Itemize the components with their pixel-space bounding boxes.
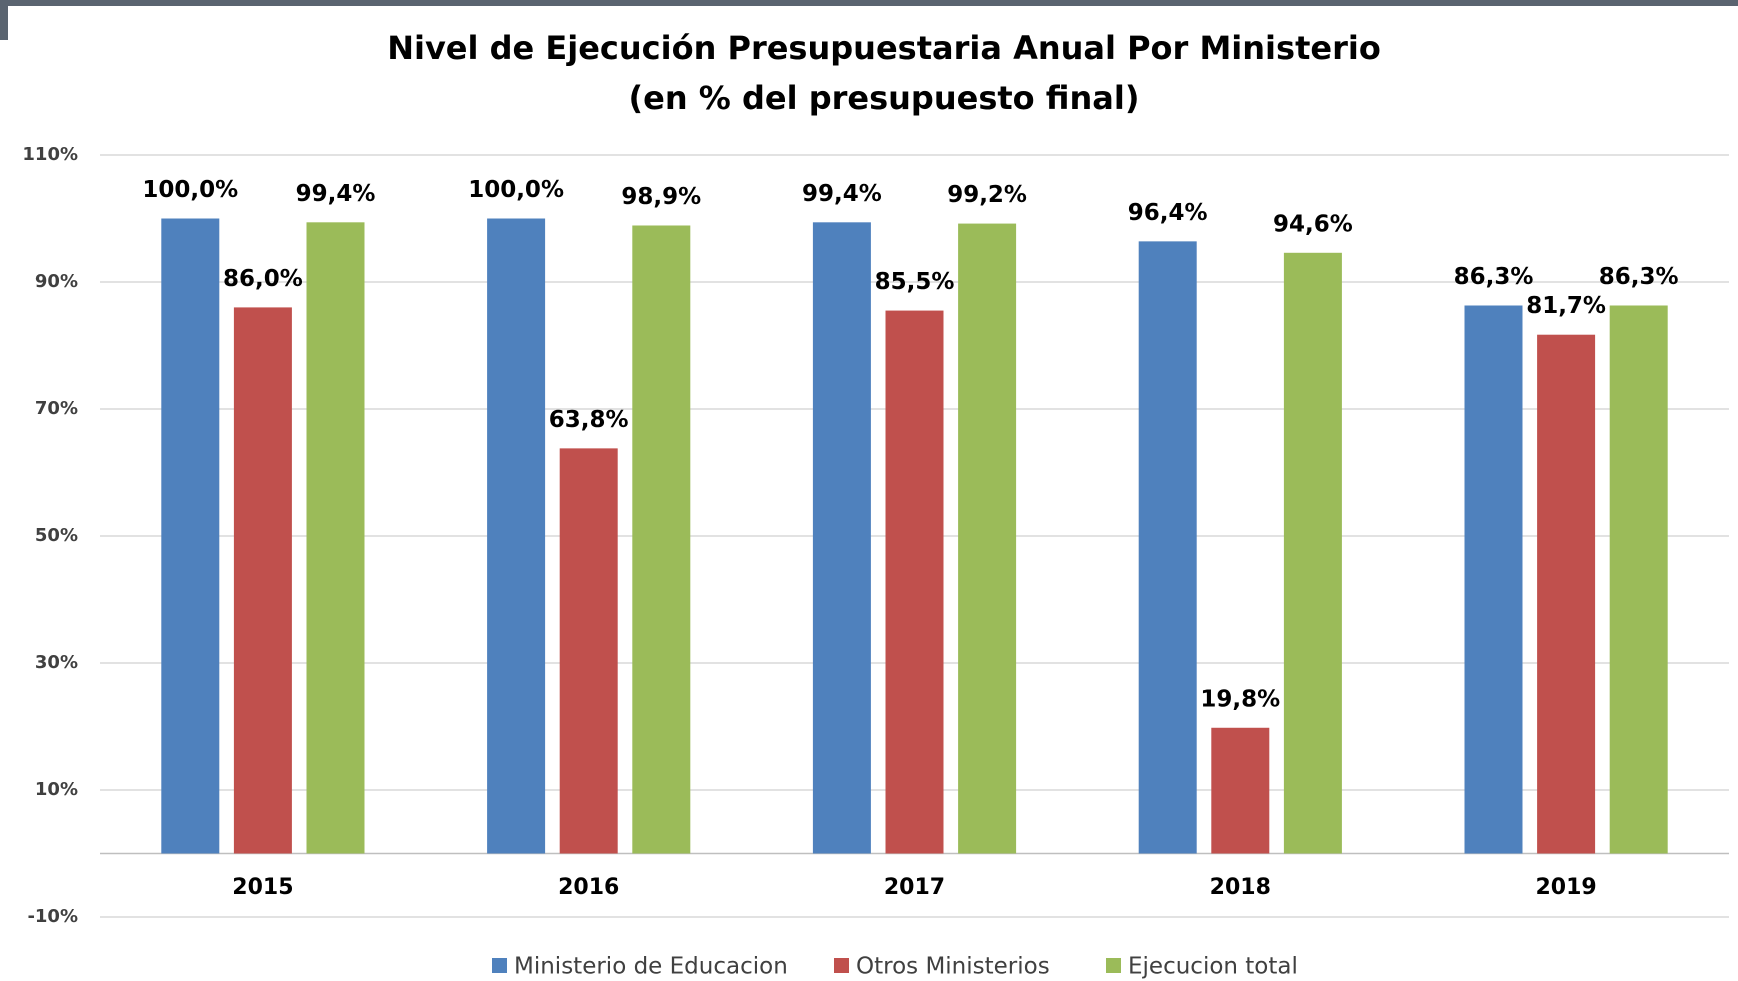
legend-label: Ejecucion total: [1128, 954, 1298, 980]
value-label: 99,4%: [802, 181, 882, 207]
value-label: 99,2%: [947, 182, 1027, 208]
chart-title: Nivel de Ejecución Presupuestaria Anual …: [387, 29, 1381, 67]
value-label: 100,0%: [142, 177, 238, 203]
value-label: 94,6%: [1273, 211, 1353, 237]
bar: [1138, 241, 1197, 854]
y-tick-label: 70%: [35, 398, 78, 419]
y-tick-label: 10%: [35, 779, 78, 800]
x-tick-label: 2019: [1535, 875, 1596, 900]
bar: [958, 223, 1017, 854]
y-tick-label: -10%: [27, 906, 78, 927]
x-tick-label: 2017: [884, 875, 945, 900]
y-tick-label: 30%: [35, 652, 78, 673]
x-tick-label: 2016: [558, 875, 619, 900]
bar: [487, 218, 546, 854]
x-tick-label: 2015: [232, 875, 293, 900]
value-label: 96,4%: [1128, 200, 1208, 226]
legend-swatch: [492, 958, 507, 973]
y-tick-label: 50%: [35, 525, 78, 546]
bar: [306, 222, 365, 854]
value-label: 19,8%: [1200, 686, 1280, 712]
top-strip: [0, 0, 1738, 6]
bar: [1464, 305, 1523, 854]
value-label: 100,0%: [468, 177, 564, 203]
bar: [161, 218, 220, 854]
bar: [1211, 727, 1270, 854]
value-label: 86,3%: [1454, 264, 1534, 290]
x-tick-label: 2018: [1210, 875, 1271, 900]
bar: [1609, 305, 1668, 854]
bar: [632, 225, 691, 854]
value-label: 85,5%: [875, 269, 955, 295]
y-tick-label: 90%: [35, 271, 78, 292]
bar: [1537, 334, 1596, 854]
left-strip: [0, 0, 8, 40]
legend-label: Otros Ministerios: [856, 954, 1050, 980]
value-label: 99,4%: [296, 181, 376, 207]
bar: [233, 307, 292, 854]
value-label: 86,0%: [223, 266, 303, 292]
value-label: 86,3%: [1599, 264, 1679, 290]
value-label: 63,8%: [549, 407, 629, 433]
y-tick-label: 110%: [22, 144, 78, 165]
legend-swatch: [834, 958, 849, 973]
value-label: 81,7%: [1526, 293, 1606, 319]
bar: [885, 310, 944, 854]
value-label: 98,9%: [621, 184, 701, 210]
bar: [1283, 252, 1342, 854]
chart-subtitle: (en % del presupuesto final): [629, 79, 1140, 117]
bar: [559, 448, 618, 854]
bar: [812, 222, 871, 854]
legend-label: Ministerio de Educacion: [514, 954, 788, 980]
legend-swatch: [1106, 958, 1121, 973]
